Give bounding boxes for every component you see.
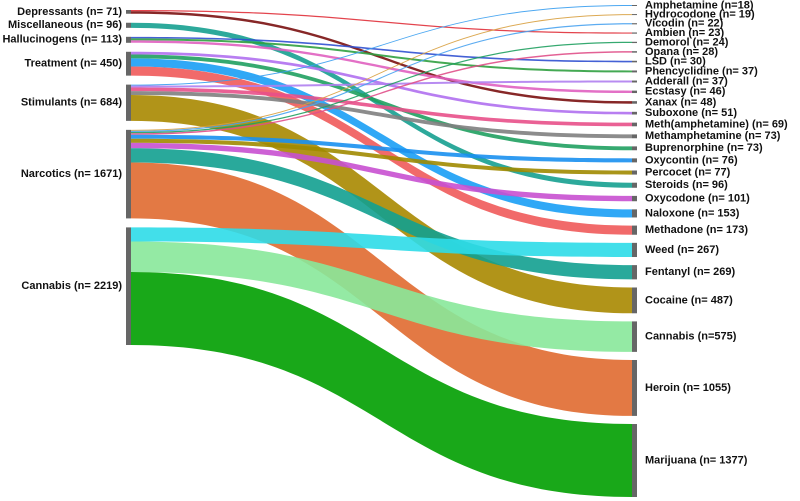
right-node-label: Methadone (n= 173) xyxy=(645,224,748,236)
right-node-label: Buprenorphine (n= 73) xyxy=(645,142,763,154)
right-node xyxy=(632,5,637,6)
right-node xyxy=(632,122,637,127)
right-node xyxy=(632,90,637,94)
left-node xyxy=(126,227,131,345)
right-node-label: Ambien (n= 23) xyxy=(645,27,724,39)
left-node xyxy=(126,84,131,121)
right-node xyxy=(632,225,637,235)
right-node xyxy=(632,359,637,416)
link xyxy=(131,87,632,127)
right-node xyxy=(632,41,637,44)
right-node-label: Heroin (n= 1055) xyxy=(645,382,731,394)
right-node-label: LSD (n= 30) xyxy=(645,55,706,67)
right-node xyxy=(632,51,637,53)
right-node xyxy=(632,321,637,352)
link xyxy=(131,241,632,352)
right-node xyxy=(632,209,637,218)
right-node xyxy=(632,80,637,83)
link xyxy=(131,227,632,258)
link xyxy=(131,36,632,63)
right-node xyxy=(632,101,637,104)
right-node xyxy=(632,265,637,280)
left-node-label: Cannabis (n= 2219) xyxy=(21,280,122,292)
right-node xyxy=(632,158,637,163)
link xyxy=(131,95,632,314)
left-node xyxy=(126,22,131,28)
right-node-label: Hydrocodone (n= 19) xyxy=(645,8,755,20)
right-node xyxy=(632,60,637,63)
link xyxy=(131,272,632,497)
left-node xyxy=(126,36,131,43)
link xyxy=(131,5,632,86)
left-node-label: Treatment (n= 450) xyxy=(24,58,122,70)
right-node-label: Percocet (n= 77) xyxy=(645,166,731,178)
right-node-label: Phencyclidine (n= 37) xyxy=(645,65,758,77)
right-node xyxy=(632,70,637,73)
link xyxy=(131,66,632,235)
right-node-label: Oxycodone (n= 101) xyxy=(645,192,750,204)
right-node xyxy=(632,195,637,202)
right-node xyxy=(632,287,637,314)
right-node-label: Vicodin (n= 22) xyxy=(645,18,724,30)
link xyxy=(131,134,632,163)
right-node-label: Naloxone (n= 153) xyxy=(645,207,740,219)
link xyxy=(131,23,632,133)
link xyxy=(131,58,632,218)
right-node-label: Marijuana (n= 1377) xyxy=(645,454,748,466)
right-node-label: Opana (n= 28) xyxy=(645,46,718,58)
link xyxy=(131,41,632,134)
right-node-label: Adderall (n= 37) xyxy=(645,75,728,87)
right-node xyxy=(632,170,637,175)
right-node-label: Steroids (n= 96) xyxy=(645,179,728,191)
right-node xyxy=(632,23,637,25)
link xyxy=(131,80,632,88)
right-node-label: Weed (n= 267) xyxy=(645,244,719,256)
right-node xyxy=(632,182,637,188)
link xyxy=(131,142,632,202)
link xyxy=(131,40,632,94)
link xyxy=(131,91,632,139)
right-node xyxy=(632,32,637,34)
link xyxy=(131,54,632,151)
right-node-label: Fentanyl (n= 269) xyxy=(645,266,736,278)
link xyxy=(131,138,632,175)
right-node-label: Cocaine (n= 487) xyxy=(645,294,733,306)
left-node-label: Depressants (n= 71) xyxy=(17,6,122,18)
right-node-label: Ecstasy (n= 46) xyxy=(645,86,726,98)
link xyxy=(131,148,632,280)
right-node-label: Methamphetamine (n= 73) xyxy=(645,130,781,142)
link xyxy=(131,10,632,34)
left-node xyxy=(126,51,131,76)
left-node-label: Stimulants (n= 684) xyxy=(21,97,123,109)
right-node xyxy=(632,424,637,497)
right-node-label: Meth(amphetamine) (n= 69) xyxy=(645,118,788,130)
left-node-label: Narcotics (n= 1671) xyxy=(21,168,123,180)
left-node-label: Hallucinogens (n= 113) xyxy=(2,34,122,46)
link xyxy=(131,14,632,131)
right-node xyxy=(632,111,637,115)
right-node xyxy=(632,134,637,139)
right-node-label: Xanax (n= 48) xyxy=(645,96,717,108)
left-node xyxy=(126,129,131,219)
link xyxy=(131,51,632,135)
right-node-label: Amphetamine (n=18) xyxy=(645,0,754,11)
link xyxy=(131,38,632,73)
right-node-label: Cannabis (n=575) xyxy=(645,331,737,343)
right-node-label: Suboxone (n= 51) xyxy=(645,107,737,119)
right-node xyxy=(632,14,637,16)
link xyxy=(131,11,632,104)
left-node-label: Miscellaneous (n= 96) xyxy=(8,19,122,31)
links xyxy=(131,5,632,497)
right-node-label: Demorol (n= 24) xyxy=(645,36,729,48)
left-node xyxy=(126,10,131,14)
right-node xyxy=(632,242,637,258)
right-node xyxy=(632,146,637,151)
right-node-label: Oxycontin (n= 76) xyxy=(645,154,738,166)
